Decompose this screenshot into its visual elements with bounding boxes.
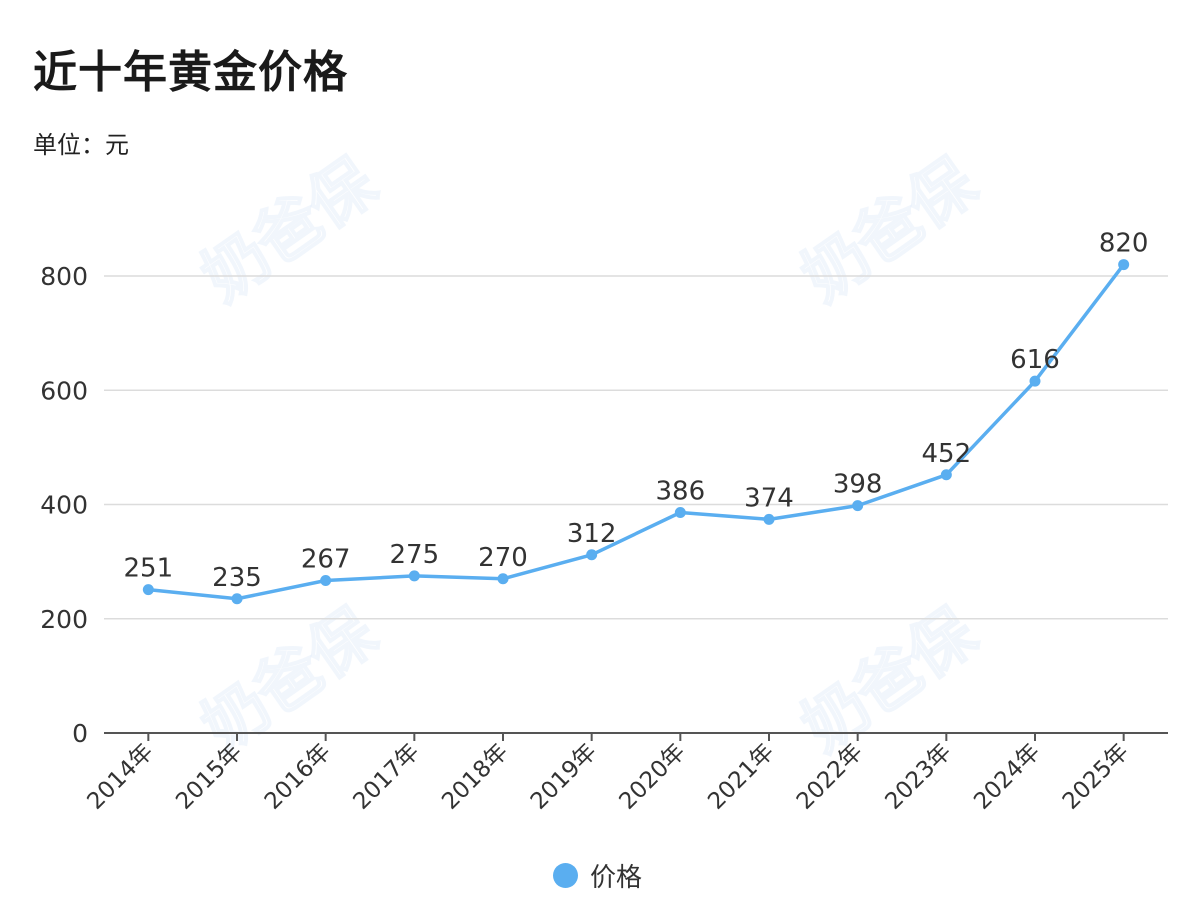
legend-label: 价格 (590, 863, 643, 893)
x-tick-label: 2025年 (1058, 739, 1134, 815)
data-point[interactable] (1029, 375, 1041, 387)
y-tick-label: 600 (40, 376, 88, 405)
data-label: 616 (1010, 345, 1060, 375)
data-point[interactable] (586, 549, 598, 561)
data-point[interactable] (674, 506, 686, 518)
x-tick-label: 2021年 (703, 739, 779, 815)
data-label: 452 (922, 439, 972, 469)
data-label: 251 (124, 554, 174, 584)
data-point[interactable] (763, 513, 775, 525)
x-tick-label: 2015年 (171, 739, 247, 815)
unit-label: 单位：元 (33, 131, 129, 159)
y-tick-label: 800 (40, 262, 88, 291)
data-point[interactable] (940, 469, 952, 481)
x-tick-label: 2014年 (83, 739, 159, 815)
data-point[interactable] (852, 500, 864, 512)
data-label: 374 (744, 483, 794, 513)
data-label: 386 (656, 476, 706, 506)
x-tick-label: 2020年 (615, 739, 691, 815)
legend-marker-icon (553, 863, 578, 888)
data-label: 312 (567, 519, 617, 549)
data-label: 398 (833, 470, 883, 500)
data-label: 820 (1099, 229, 1149, 259)
data-point[interactable] (497, 573, 509, 585)
data-point[interactable] (142, 584, 154, 596)
series-line-price (148, 263, 1126, 601)
data-label: 275 (390, 540, 440, 570)
x-tick-label: 2019年 (526, 739, 602, 815)
data-point[interactable] (408, 570, 420, 582)
data-label: 270 (478, 543, 528, 573)
x-tick-label: 2024年 (969, 739, 1045, 815)
x-tick-label: 2017年 (349, 739, 425, 815)
y-tick-label: 0 (72, 719, 88, 748)
data-point[interactable] (320, 574, 332, 586)
legend[interactable]: 价格 (553, 857, 642, 894)
data-label: 235 (212, 563, 262, 593)
x-tick-label: 2018年 (437, 739, 513, 815)
data-point[interactable] (1118, 259, 1130, 271)
data-label: 267 (301, 544, 351, 574)
x-tick-label: 2023年 (881, 739, 957, 815)
x-tick-label: 2022年 (792, 739, 868, 815)
data-point[interactable] (231, 593, 243, 605)
y-tick-label: 400 (40, 491, 88, 520)
y-tick-label: 200 (40, 605, 88, 634)
chart-title: 近十年黄金价格 (33, 47, 348, 98)
x-tick-label: 2016年 (260, 739, 336, 815)
